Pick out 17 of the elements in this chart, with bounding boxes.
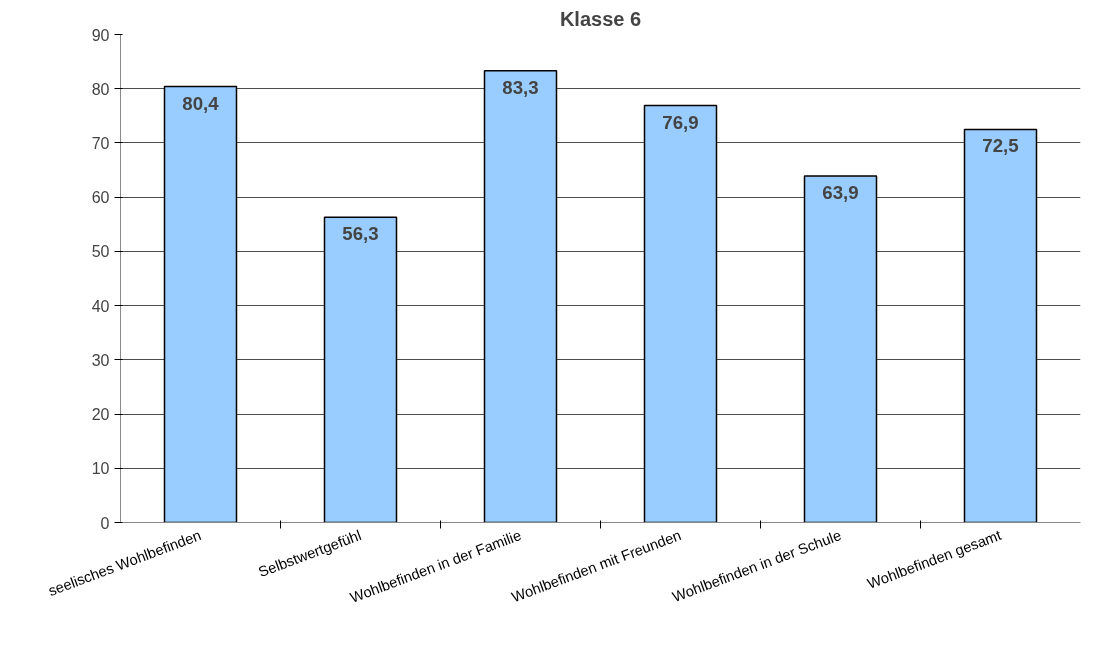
data-label: 72,5	[982, 135, 1019, 157]
y-tick-label: 20	[91, 406, 110, 424]
y-tick-label: 10	[91, 460, 110, 478]
data-label: 76,9	[662, 111, 699, 133]
chart-title: Klasse 6	[559, 7, 642, 30]
data-label: 80,4	[182, 92, 220, 114]
y-tick-label: 0	[100, 514, 110, 532]
y-tick-label: 60	[91, 189, 110, 207]
data-label: 83,3	[502, 76, 539, 98]
y-tick-label: 30	[91, 351, 110, 369]
y-tick-label: 40	[91, 297, 110, 315]
y-tick-label: 90	[91, 26, 110, 44]
y-tick-label: 70	[91, 134, 110, 152]
y-tick-label: 50	[91, 243, 110, 261]
y-tick-label: 80	[91, 80, 110, 98]
data-label: 56,3	[342, 223, 379, 245]
data-label: 63,9	[822, 182, 859, 204]
